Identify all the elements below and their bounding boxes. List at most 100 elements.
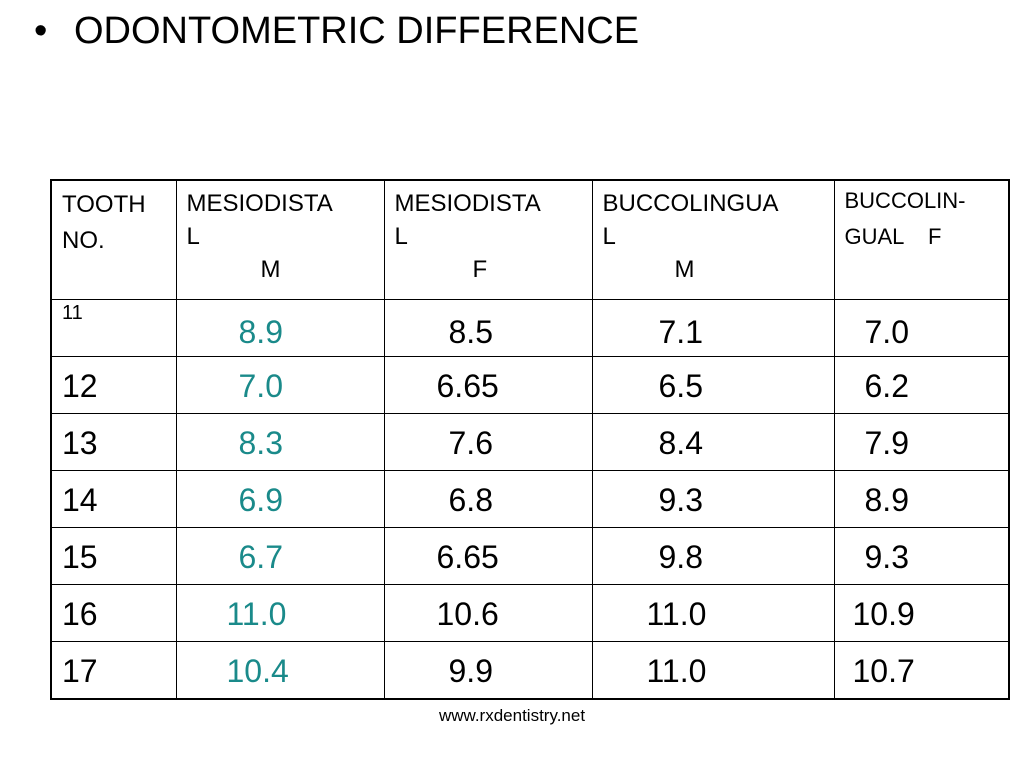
cell-buccolingual-f-value: 8.9 xyxy=(864,482,909,518)
cell-buccolingual-f-value: 10.9 xyxy=(852,596,915,632)
cell-buccolingual-m: 11.0 xyxy=(591,641,835,700)
cell-tooth-no: 13 xyxy=(50,413,177,471)
cell-mesiodistal-f: 7.6 xyxy=(383,413,593,471)
header-buccolingual-m: BUCCOLINGUA L M xyxy=(591,179,835,300)
cell-tooth-no-value: 17 xyxy=(62,653,98,689)
cell-tooth-no: 16 xyxy=(50,584,177,642)
cell-buccolingual-m-value: 7.1 xyxy=(658,314,703,350)
table-row: 11 8.9 8.5 7.1 7.0 xyxy=(50,299,1010,357)
cell-mesiodistal-m-value: 7.0 xyxy=(238,368,283,404)
cell-mesiodistal-f-value: 8.5 xyxy=(448,314,493,350)
cell-buccolingual-f: 7.9 xyxy=(833,413,1010,471)
cell-buccolingual-m-value: 11.0 xyxy=(646,596,707,632)
odontometric-table: TOOTH NO. MESIODISTA L M MESIODISTA L F … xyxy=(50,179,1010,700)
cell-buccolingual-m: 11.0 xyxy=(591,584,835,642)
table-row: 13 8.3 7.6 8.4 7.9 xyxy=(50,413,1010,471)
cell-tooth-no: 14 xyxy=(50,470,177,528)
header-line: BUCCOLIN- xyxy=(844,188,966,213)
slide-title: • ODONTOMETRIC DIFFERENCE xyxy=(34,8,639,54)
cell-tooth-no: 11 xyxy=(50,299,177,357)
cell-tooth-no: 17 xyxy=(50,641,177,700)
header-buccolingual-f: BUCCOLIN- GUAL F xyxy=(833,179,1010,300)
cell-buccolingual-m-value: 8.4 xyxy=(658,425,703,461)
cell-mesiodistal-m-value: 8.9 xyxy=(238,314,283,350)
cell-mesiodistal-f-value: 6.65 xyxy=(436,368,499,404)
table-row: 12 7.0 6.65 6.5 6.2 xyxy=(50,356,1010,414)
header-line: GUAL F xyxy=(844,224,942,249)
cell-mesiodistal-m: 10.4 xyxy=(175,641,385,700)
header-line: MESIODISTA xyxy=(186,190,333,217)
cell-buccolingual-m-value: 6.5 xyxy=(658,368,703,404)
header-tooth-no: TOOTH NO. xyxy=(50,179,177,300)
cell-buccolingual-m-value: 9.8 xyxy=(658,539,703,575)
slide-title-text: ODONTOMETRIC DIFFERENCE xyxy=(74,10,640,52)
cell-buccolingual-m: 6.5 xyxy=(591,356,835,414)
cell-tooth-no: 15 xyxy=(50,527,177,585)
cell-buccolingual-f-value: 9.3 xyxy=(864,539,909,575)
footer-url: www.rxdentistry.net xyxy=(438,706,586,725)
cell-buccolingual-f: 6.2 xyxy=(833,356,1010,414)
header-line: L xyxy=(186,223,200,250)
cell-mesiodistal-m: 11.0 xyxy=(175,584,385,642)
cell-tooth-no: 12 xyxy=(50,356,177,414)
cell-mesiodistal-f-value: 9.9 xyxy=(448,653,493,689)
header-line: BUCCOLINGUA xyxy=(602,190,779,217)
cell-mesiodistal-m-value: 11.0 xyxy=(226,596,287,632)
cell-buccolingual-m: 8.4 xyxy=(591,413,835,471)
cell-buccolingual-f: 10.7 xyxy=(833,641,1010,700)
table-row: 15 6.7 6.65 9.8 9.3 xyxy=(50,527,1010,585)
cell-mesiodistal-m: 8.3 xyxy=(175,413,385,471)
cell-mesiodistal-f: 6.8 xyxy=(383,470,593,528)
header-sex-label: F xyxy=(472,256,488,283)
header-sex-label: M xyxy=(674,256,695,283)
cell-tooth-no-value: 12 xyxy=(62,368,98,404)
cell-mesiodistal-m-value: 8.3 xyxy=(238,425,283,461)
header-line: MESIODISTA xyxy=(394,190,541,217)
cell-mesiodistal-m-value: 6.7 xyxy=(238,539,283,575)
cell-buccolingual-m-value: 9.3 xyxy=(658,482,703,518)
cell-buccolingual-m: 9.3 xyxy=(591,470,835,528)
cell-mesiodistal-m-value: 10.4 xyxy=(226,653,289,689)
cell-buccolingual-f: 10.9 xyxy=(833,584,1010,642)
table-row: 16 11.0 10.6 11.0 10.9 xyxy=(50,584,1010,642)
cell-mesiodistal-f: 8.5 xyxy=(383,299,593,357)
header-mesiodistal-m: MESIODISTA L M xyxy=(175,179,385,300)
cell-mesiodistal-m: 8.9 xyxy=(175,299,385,357)
cell-mesiodistal-f: 9.9 xyxy=(383,641,593,700)
cell-buccolingual-f-value: 7.9 xyxy=(864,425,909,461)
cell-mesiodistal-m: 6.7 xyxy=(175,527,385,585)
cell-mesiodistal-f-value: 6.8 xyxy=(448,482,493,518)
cell-mesiodistal-f-value: 10.6 xyxy=(436,596,499,632)
cell-buccolingual-f: 7.0 xyxy=(833,299,1010,357)
cell-buccolingual-f: 8.9 xyxy=(833,470,1010,528)
header-line: TOOTH xyxy=(62,191,146,218)
table-row: 14 6.9 6.8 9.3 8.9 xyxy=(50,470,1010,528)
cell-tooth-no-value: 16 xyxy=(62,596,98,632)
header-line: L xyxy=(602,223,616,250)
cell-mesiodistal-m: 7.0 xyxy=(175,356,385,414)
cell-mesiodistal-f: 6.65 xyxy=(383,527,593,585)
cell-mesiodistal-m-value: 6.9 xyxy=(238,482,283,518)
cell-buccolingual-f-value: 10.7 xyxy=(852,653,915,689)
cell-mesiodistal-m: 6.9 xyxy=(175,470,385,528)
cell-mesiodistal-f-value: 6.65 xyxy=(436,539,499,575)
header-line: NO. xyxy=(62,227,105,254)
table-header-row: TOOTH NO. MESIODISTA L M MESIODISTA L F … xyxy=(50,179,1010,300)
cell-buccolingual-m-value: 11.0 xyxy=(646,653,707,689)
cell-buccolingual-f-value: 7.0 xyxy=(864,314,909,350)
table-row: 17 10.4 9.9 11.0 10.7 xyxy=(50,641,1010,700)
cell-buccolingual-f: 9.3 xyxy=(833,527,1010,585)
cell-buccolingual-f-value: 6.2 xyxy=(864,368,909,404)
bullet-icon: • xyxy=(34,10,48,52)
header-sex-label: M xyxy=(260,256,281,283)
cell-tooth-no-value: 14 xyxy=(62,482,98,518)
cell-tooth-no-value: 13 xyxy=(62,425,98,461)
cell-mesiodistal-f-value: 7.6 xyxy=(448,425,493,461)
cell-tooth-no-value: 15 xyxy=(62,539,98,575)
cell-mesiodistal-f: 6.65 xyxy=(383,356,593,414)
cell-buccolingual-m: 7.1 xyxy=(591,299,835,357)
header-mesiodistal-f: MESIODISTA L F xyxy=(383,179,593,300)
header-line: L xyxy=(394,223,408,250)
cell-mesiodistal-f: 10.6 xyxy=(383,584,593,642)
cell-tooth-no-value: 11 xyxy=(62,302,83,324)
